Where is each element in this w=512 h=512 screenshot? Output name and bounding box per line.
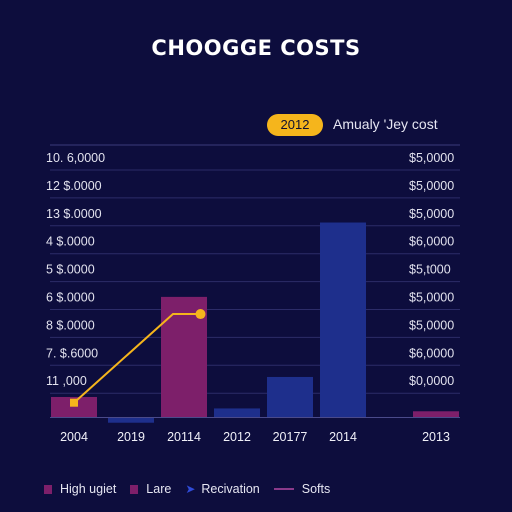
y-tick-right: $5,0000 bbox=[409, 207, 454, 221]
x-tick-label: 2004 bbox=[60, 430, 88, 444]
legend: High ugiet Lare ➤ Recivation Softs bbox=[44, 482, 344, 496]
bar bbox=[108, 417, 154, 423]
legend-item: High ugiet bbox=[44, 482, 116, 496]
y-tick-left: 11 ,000 bbox=[46, 374, 87, 388]
x-tick-label: 2014 bbox=[329, 430, 357, 444]
line-marker bbox=[70, 398, 78, 407]
y-tick-left: 12 $.0000 bbox=[46, 179, 102, 193]
y-tick-right: $5,0000 bbox=[409, 179, 454, 193]
legend-label-2: Recivation bbox=[201, 482, 260, 496]
legend-label-3: Softs bbox=[301, 482, 331, 496]
bar bbox=[413, 411, 459, 417]
legend-swatch-0 bbox=[44, 484, 52, 494]
y-tick-left: 8 $.0000 bbox=[46, 318, 95, 332]
legend-swatch-3 bbox=[273, 488, 294, 490]
bar bbox=[214, 408, 260, 417]
y-tick-left: 7. $.6000 bbox=[46, 346, 98, 360]
series-line bbox=[73, 313, 201, 404]
y-tick-right: $5,t000 bbox=[409, 263, 451, 277]
x-tick-label: 2012 bbox=[223, 430, 251, 444]
x-tick-label: 20177 bbox=[273, 430, 308, 444]
y-tick-right: $0,0000 bbox=[409, 374, 454, 388]
y-tick-right: $6,0000 bbox=[409, 235, 454, 249]
legend-label-1: Lare bbox=[146, 482, 172, 496]
year-badge: 2012 bbox=[267, 114, 323, 136]
bar bbox=[51, 396, 97, 417]
legend-item: ➤ Recivation bbox=[185, 482, 259, 496]
y-tick-right: $5,0000 bbox=[409, 291, 454, 305]
bar bbox=[320, 222, 366, 417]
legend-item: Softs bbox=[273, 482, 331, 496]
legend-item: Lare bbox=[130, 482, 171, 496]
x-tick-label: 2013 bbox=[422, 430, 450, 444]
legend-label-0: High ugiet bbox=[60, 482, 117, 496]
x-tick-label: 20114 bbox=[167, 430, 201, 444]
chart-subtitle: Amualy 'Jey cost bbox=[333, 116, 438, 132]
y-tick-left: 13 $.0000 bbox=[46, 207, 102, 221]
chart-title: CHOOGGE COSTS bbox=[151, 36, 361, 60]
bar bbox=[267, 376, 313, 417]
y-tick-left: 6 $.0000 bbox=[46, 291, 95, 305]
line-marker bbox=[195, 309, 206, 320]
y-tick-right: $5,0000 bbox=[409, 318, 454, 332]
y-tick-left: 10. 6,0000 bbox=[46, 151, 105, 165]
y-tick-right: $6,0000 bbox=[409, 346, 454, 360]
y-tick-left: 4 $.0000 bbox=[46, 235, 95, 249]
legend-swatch-1 bbox=[130, 484, 139, 494]
arrow-icon: ➤ bbox=[185, 482, 196, 496]
y-tick-left: 5 $.0000 bbox=[46, 263, 95, 277]
y-tick-right: $5,0000 bbox=[409, 151, 454, 165]
x-tick-label: 2019 bbox=[117, 430, 145, 444]
